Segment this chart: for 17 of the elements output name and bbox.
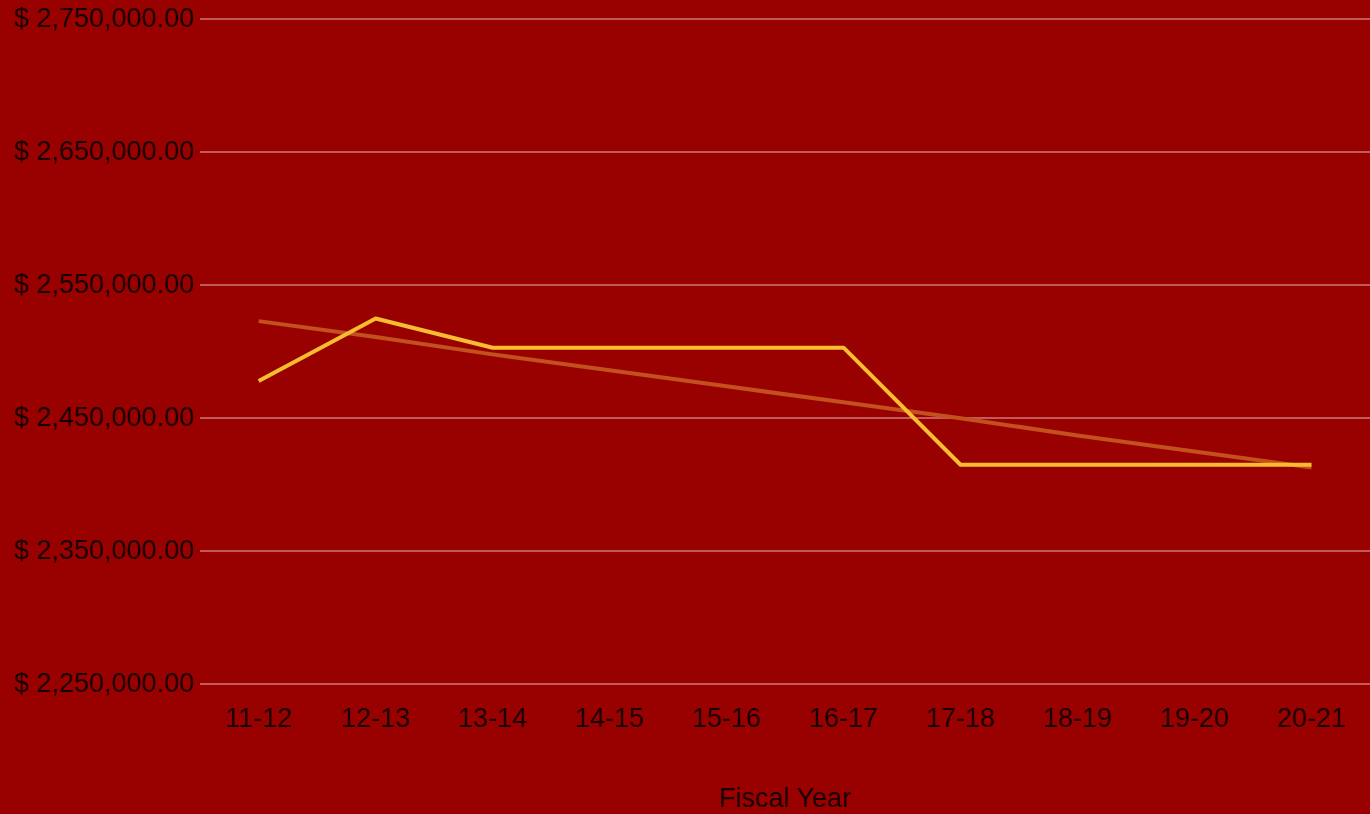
x-tick-label: 13-14	[458, 702, 528, 733]
x-tick-label: 20-21	[1276, 702, 1347, 733]
y-tick-label: $ 2,750,000.00	[14, 2, 195, 33]
x-tick-label: 16-17	[809, 702, 879, 733]
y-tick-label: $ 2,250,000.00	[14, 667, 195, 698]
y-tick-label: $ 2,450,000.00	[14, 401, 195, 432]
x-tick-label: 17-18	[926, 702, 996, 733]
x-tick-label: 11-12	[225, 702, 293, 733]
x-tick-label: 15-16	[692, 702, 762, 733]
x-tick-label: 14-15	[575, 702, 645, 733]
y-tick-label: $ 2,650,000.00	[14, 135, 195, 166]
y-tick-label: $ 2,350,000.00	[14, 534, 195, 565]
x-tick-label: 18-19	[1043, 702, 1113, 733]
x-tick-label: 12-13	[341, 702, 411, 733]
y-tick-label: $ 2,550,000.00	[14, 268, 195, 299]
x-tick-label: 19-20	[1159, 702, 1230, 733]
x-axis-title: Fiscal Year	[719, 783, 852, 814]
